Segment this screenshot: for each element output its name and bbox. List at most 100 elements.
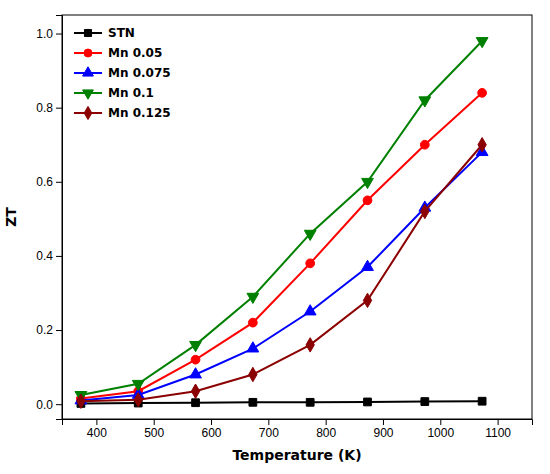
series-marker [362,178,374,188]
y-axis-title: ZT [3,207,19,227]
tick-label: 1100 [485,426,511,440]
x-axis: 400 500 600 700 800 900 1000 1100 [63,419,533,440]
series-marker [248,318,257,327]
series-marker [249,398,257,406]
tick-label: 0.4 [36,249,53,263]
legend-item: Mn 0.125 [74,106,171,120]
series-line [81,41,482,395]
series-marker [192,399,200,407]
series-marker [363,293,371,307]
series-marker [364,398,372,406]
legend-marker [84,29,91,36]
tick: 0.6 [36,175,62,189]
tick-label: 0.6 [36,175,53,189]
legend-item: Mn 0.1 [74,86,154,100]
y-axis: 0.0 0.2 0.4 0.6 0.8 1.0 [36,16,62,420]
series-marker [363,196,372,205]
tick: 1000 [427,419,454,440]
series-marker [132,380,144,390]
series-marker [478,138,486,152]
legend-label: STN [108,26,135,40]
tick-label: 0.0 [36,398,53,412]
tick: 1.0 [36,27,62,41]
tick-label: 900 [373,426,393,440]
series-marker [304,305,316,315]
tick-label: 800 [316,426,336,440]
legend-marker [84,49,92,57]
tick-label: 0.8 [36,101,53,115]
axis-line [63,420,533,426]
series-marker [476,38,488,48]
tick: 1100 [485,419,511,440]
series-line [81,152,482,400]
tick-label: 1.0 [36,27,53,41]
series-marker [191,384,199,398]
series-marker [190,368,202,378]
tick-mark [268,419,269,425]
series-marker [191,355,200,364]
series-marker [304,230,316,240]
tick-mark [56,182,62,183]
series-marker [306,338,314,352]
plot-frame [62,15,532,419]
legend-label: Mn 0.075 [108,66,171,80]
series-marker [247,342,259,352]
tick: 0.0 [36,398,62,412]
tick-mark [326,419,327,425]
series-marker [419,97,431,107]
series-marker [247,293,259,303]
tick: 0.2 [36,323,62,337]
legend-item: Mn 0.05 [74,46,162,60]
plot: 400500600700800900100011000.00.20.40.60.… [36,15,532,440]
tick-label: 0.2 [36,323,53,337]
tick-mark [56,256,62,257]
series-line [81,145,482,401]
tick: 600 [202,419,222,440]
tick-mark [440,419,441,425]
series-line [81,93,482,399]
series-marker [77,394,85,408]
x-axis-title: Temperature (K) [232,447,361,463]
tick-label: 700 [259,426,279,440]
series-marker [421,204,429,218]
tick: 700 [259,419,279,440]
legend-marker [84,106,92,119]
series-marker [420,140,429,149]
tick-mark [56,330,62,331]
series-marker [306,398,314,406]
tick-label: 400 [87,426,107,440]
tick-mark [154,419,155,425]
series-marker [134,393,142,407]
legend-marker [83,67,94,76]
series-marker [362,260,374,270]
tick: 0.4 [36,249,62,263]
series-marker [421,398,429,406]
legend-label: Mn 0.1 [108,86,154,100]
series-marker [306,259,315,268]
series-marker [249,367,257,381]
tick-mark [56,108,62,109]
series-marker [478,88,487,97]
tick-label: 600 [202,426,222,440]
tick-label: 500 [144,426,164,440]
series-marker [190,341,202,351]
legend-item: STN [74,26,135,40]
tick-mark [96,419,97,425]
tick-mark [56,404,62,405]
legend-marker [83,90,94,99]
tick: 800 [316,419,336,440]
chart: 400500600700800900100011000.00.20.40.60.… [0,0,550,474]
marks [75,38,488,409]
tick-mark [498,419,499,425]
legend-label: Mn 0.05 [108,46,162,60]
legend: STN Mn 0.05 Mn 0.075 Mn 0.1 Mn 0.125 [74,26,171,120]
tick: 500 [144,419,164,440]
tick-mark [211,419,212,425]
tick: 0.8 [36,101,62,115]
legend-label: Mn 0.125 [108,106,171,120]
legend-item: Mn 0.075 [74,66,171,80]
tick-mark [56,34,62,35]
series-marker [478,397,486,405]
tick: 900 [373,419,393,440]
tick-label: 1000 [427,426,454,440]
